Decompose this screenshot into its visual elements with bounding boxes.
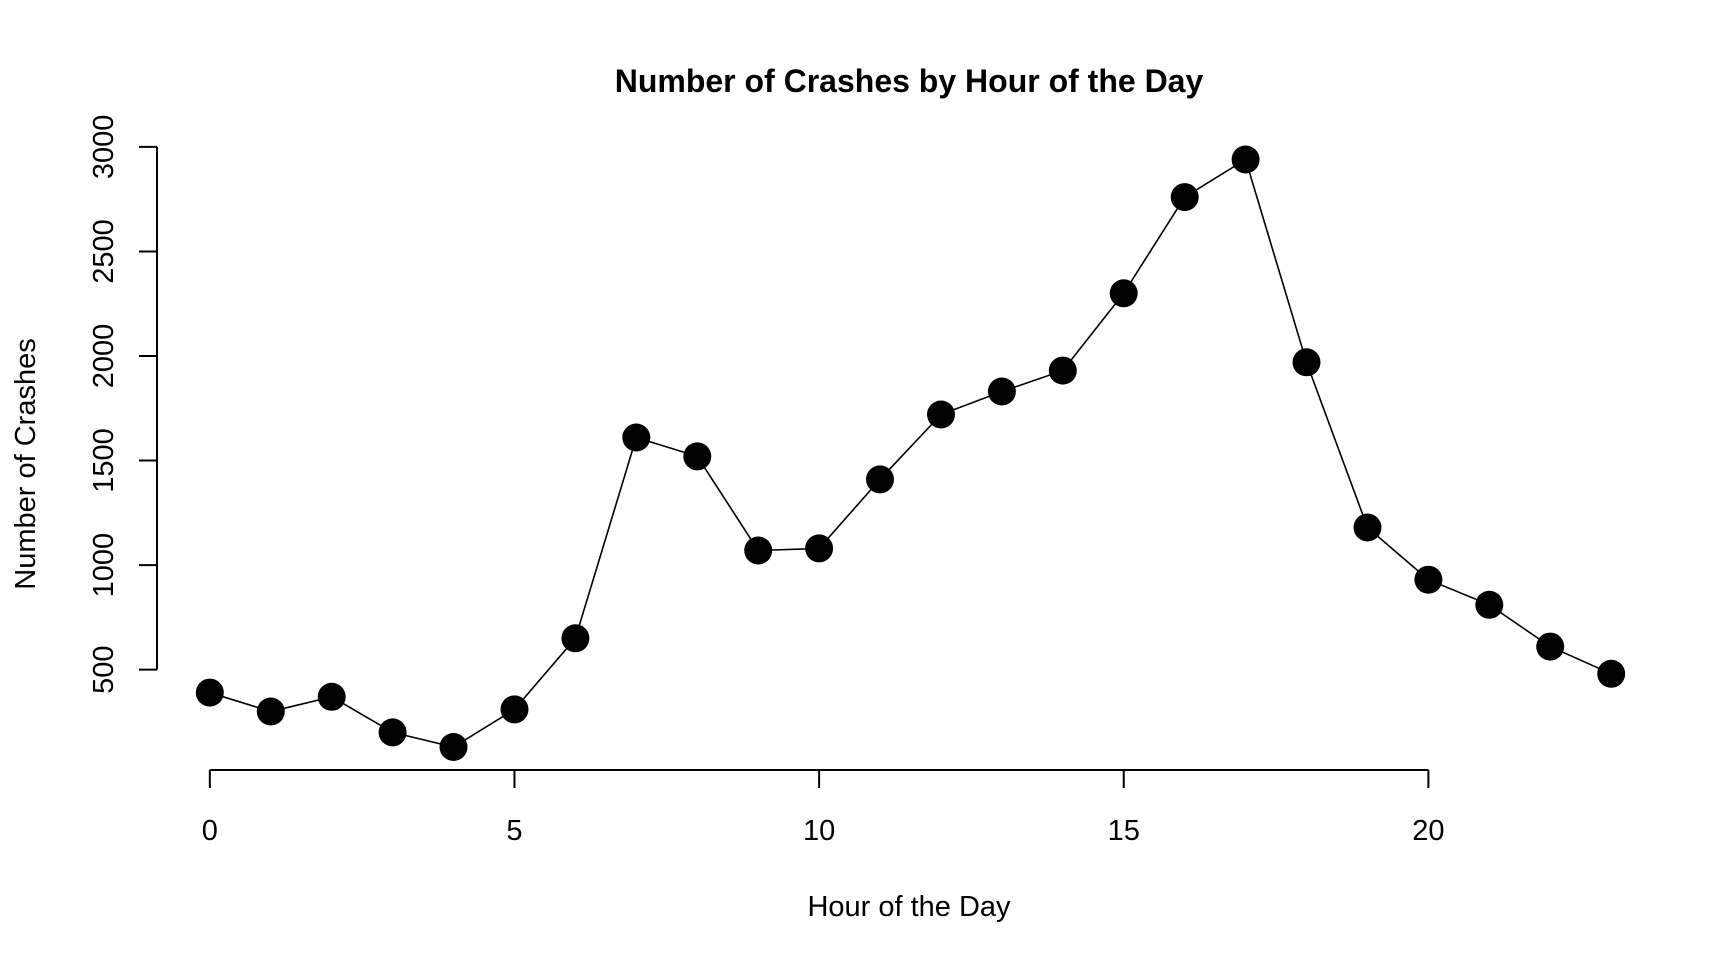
x-tick-label: 15 <box>1108 815 1140 847</box>
y-tick-label: 500 <box>88 645 120 693</box>
x-tick-label: 20 <box>1412 815 1444 847</box>
data-point-hour-18 <box>1292 348 1321 377</box>
data-point-hour-6 <box>561 624 590 653</box>
data-point-hour-4 <box>439 733 468 761</box>
data-point-hour-20 <box>1414 565 1443 594</box>
chart-title: Number of Crashes by Hour of the Day <box>615 63 1204 99</box>
data-point-hour-3 <box>378 718 407 747</box>
data-point-hour-10 <box>805 534 834 563</box>
y-tick-label: 3000 <box>88 115 120 180</box>
y-tick-label: 1000 <box>88 533 120 598</box>
data-point-hour-0 <box>195 678 224 707</box>
data-point-hour-2 <box>317 682 346 711</box>
data-point-hour-23 <box>1597 659 1626 688</box>
data-point-hour-19 <box>1353 513 1382 542</box>
data-point-hour-12 <box>927 400 955 429</box>
data-point-hour-21 <box>1475 590 1504 619</box>
data-point-hour-15 <box>1109 279 1138 308</box>
data-point-hour-22 <box>1536 632 1565 661</box>
data-point-hour-16 <box>1170 183 1199 212</box>
series <box>195 145 1626 761</box>
x-axis: 0 5 10 15 20 <box>202 769 1445 847</box>
y-axis-label: Number of Crashes <box>10 338 42 589</box>
x-tick-label: 5 <box>506 815 522 847</box>
x-axis-label: Hour of the Day <box>807 891 1011 923</box>
data-point-hour-7 <box>622 423 651 452</box>
data-point-hour-13 <box>987 377 1016 406</box>
data-point-hour-1 <box>256 697 285 726</box>
data-point-hour-5 <box>500 695 529 724</box>
series-line <box>209 158 1612 748</box>
y-tick-label: 2000 <box>88 324 120 389</box>
data-point-hour-11 <box>866 465 894 494</box>
data-point-hour-17 <box>1231 145 1260 174</box>
y-tick-label: 2500 <box>88 219 120 284</box>
data-point-hour-8 <box>683 442 712 471</box>
data-point-hour-14 <box>1048 356 1077 385</box>
data-point-hour-9 <box>744 536 773 565</box>
y-axis: 500 1000 1500 2000 2500 3000 <box>88 115 158 694</box>
y-tick-label: 1500 <box>88 428 120 493</box>
x-tick-label: 10 <box>803 815 835 847</box>
x-tick-label: 0 <box>202 815 218 847</box>
